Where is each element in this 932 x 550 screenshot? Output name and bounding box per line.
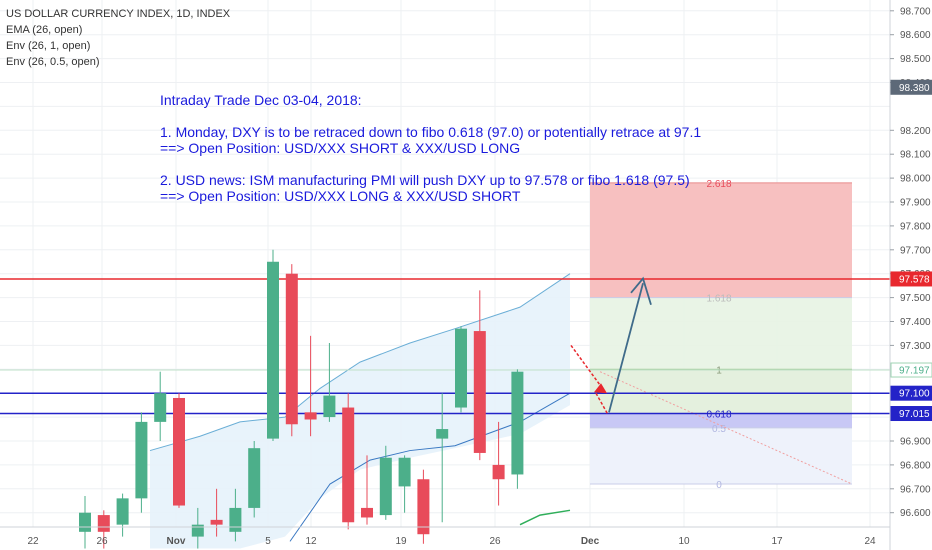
time-tick-label: Nov xyxy=(167,536,186,547)
fibo-zone-1 xyxy=(590,369,852,414)
candle-body xyxy=(79,512,91,532)
candle-body xyxy=(210,519,223,525)
annotation-point-1-position: ==> Open Position: USD/XXX SHORT & XXX/U… xyxy=(160,140,521,156)
envelope-upper xyxy=(149,273,571,452)
price-label-box xyxy=(890,362,932,378)
time-tick-label: 12 xyxy=(305,536,317,547)
time-tick-label: 26 xyxy=(489,536,501,547)
candle-body xyxy=(323,395,336,418)
fibo-level-label: 1.618 xyxy=(706,294,731,305)
annotation-point-2-position: ==> Open Position: USD/XXX LONG & XXX/US… xyxy=(160,188,521,204)
price-tick-label: 97.500 xyxy=(900,293,931,304)
price-label: 97.578 xyxy=(899,274,930,285)
retrace-arrow-head xyxy=(594,383,607,394)
price-tick-label: 96.700 xyxy=(900,484,931,495)
time-tick-label: 5 xyxy=(265,536,271,547)
time-tick-label: 10 xyxy=(678,536,690,547)
symbol-title: US DOLLAR CURRENCY INDEX, 1D, INDEX xyxy=(6,8,231,20)
price-tick-label: 96.900 xyxy=(900,437,931,448)
envelope-2-label: Env (26, 0.5, open) xyxy=(6,56,100,68)
candle-body xyxy=(379,457,392,516)
time-tick-label: Dec xyxy=(581,536,600,547)
fibo-zone-1618 xyxy=(590,297,852,370)
price-tick-label: 97.700 xyxy=(900,245,931,256)
ema-label: EMA (26, open) xyxy=(6,24,83,36)
candle-body xyxy=(361,507,373,518)
time-tick-label: 24 xyxy=(864,536,876,547)
candle-body xyxy=(267,261,279,439)
price-tick-label: 97.400 xyxy=(900,317,931,328)
candle-body xyxy=(417,479,430,535)
candle-body xyxy=(97,515,110,532)
envelope-1-label: Env (26, 1, open) xyxy=(6,40,91,52)
candle-body xyxy=(229,507,242,532)
price-label-box xyxy=(890,406,932,422)
fibo-level-label: 0.618 xyxy=(706,410,731,421)
candle-body xyxy=(304,412,317,420)
price-axis[interactable]: 98.70098.60098.50098.40098.20098.10098.0… xyxy=(889,0,932,550)
price-tick-label: 98.500 xyxy=(900,54,931,65)
time-tick-label: 26 xyxy=(96,536,108,547)
candle-body xyxy=(154,393,167,422)
candlesticks xyxy=(79,249,524,549)
horizontal-levels xyxy=(0,278,890,415)
fibo-trend-line xyxy=(599,371,853,485)
candle-body xyxy=(116,498,129,525)
ema-line xyxy=(519,509,571,526)
price-tick-label: 98.000 xyxy=(900,174,931,185)
trade-annotation: Intraday Trade Dec 03-04, 2018: 1. Monda… xyxy=(160,92,701,204)
price-label: 97.197 xyxy=(899,366,930,377)
indicator-legend: US DOLLAR CURRENCY INDEX, 1D, INDEX EMA … xyxy=(6,6,230,70)
projection-arrows xyxy=(570,276,652,416)
price-label-box xyxy=(890,385,932,401)
candle-body xyxy=(473,331,486,453)
annotation-heading: Intraday Trade Dec 03-04, 2018: xyxy=(160,92,362,108)
price-label: 98.380 xyxy=(899,83,930,94)
rally-arrow-head xyxy=(630,276,652,306)
candle-body xyxy=(455,328,467,408)
price-tick-label: 98.700 xyxy=(900,6,931,17)
fibo-zone-05 xyxy=(590,427,852,485)
candle-body xyxy=(398,457,411,487)
retrace-arrow-line-2 xyxy=(595,392,609,416)
fibo-level-label: 0 xyxy=(716,480,722,491)
candle-body xyxy=(135,421,148,499)
price-tick-label: 98.600 xyxy=(900,30,931,41)
candle-body xyxy=(248,448,261,508)
time-axis[interactable]: 22 26 Nov 5 12 19 26 Dec 10 17 24 xyxy=(0,526,890,547)
candle-body xyxy=(285,273,298,425)
price-label-box xyxy=(890,79,932,95)
candle-body xyxy=(492,464,505,480)
fibo-zone-0618 xyxy=(590,413,852,428)
time-tick-label: 17 xyxy=(771,536,783,547)
price-label: 97.100 xyxy=(899,389,930,400)
price-tick-label: 97.300 xyxy=(900,341,931,352)
price-tick-label: 96.600 xyxy=(900,508,931,519)
candle-body xyxy=(342,407,355,523)
candle-body xyxy=(191,524,204,537)
annotation-point-2: 2. USD news: ISM manufacturing PMI will … xyxy=(160,172,690,188)
price-tick-label: 98.100 xyxy=(900,150,931,161)
candle-body xyxy=(173,397,185,506)
time-tick-label: 19 xyxy=(395,536,407,547)
price-tick-label: 98.200 xyxy=(900,126,931,137)
candle-body xyxy=(436,429,449,439)
price-tick-label: 97.800 xyxy=(900,221,931,232)
fibo-level-label: 1 xyxy=(716,365,722,376)
price-label-box xyxy=(890,271,932,287)
fibo-level-label: 0.5 xyxy=(712,424,726,435)
price-label: 97.015 xyxy=(899,409,930,420)
time-tick-label: 22 xyxy=(27,536,39,547)
price-tick-label: 97.900 xyxy=(900,198,931,209)
fibo-level-label: 2.618 xyxy=(706,179,731,190)
candle-body xyxy=(511,371,524,475)
price-tick-label: 96.800 xyxy=(900,460,931,471)
annotation-point-1: 1. Monday, DXY is to be retraced down to… xyxy=(160,124,702,140)
rally-arrow-line xyxy=(608,283,644,413)
